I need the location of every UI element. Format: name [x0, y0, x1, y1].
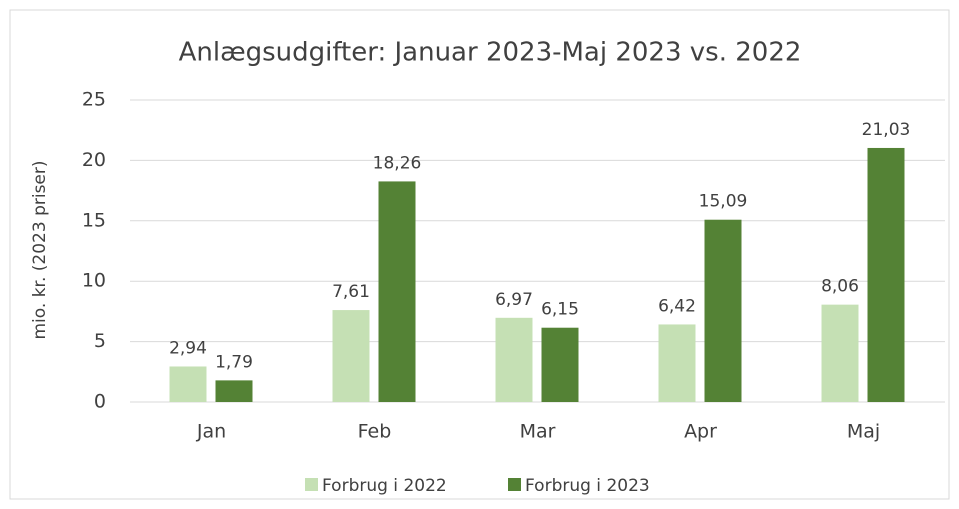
- value-label: 6,42: [658, 296, 696, 316]
- legend-label: Forbrug i 2023: [525, 476, 650, 496]
- value-label: 1,79: [215, 352, 253, 372]
- x-tick-label: Jan: [196, 421, 226, 443]
- value-label: 6,15: [541, 300, 579, 320]
- legend-label: Forbrug i 2022: [322, 476, 447, 496]
- legend-swatch: [305, 478, 318, 491]
- y-tick-label: 15: [82, 209, 106, 231]
- y-tick-label: 5: [94, 330, 106, 352]
- bar: [169, 366, 207, 402]
- x-tick-label: Mar: [520, 421, 556, 443]
- value-label: 18,26: [373, 153, 422, 173]
- bar: [541, 327, 579, 402]
- y-tick-label: 20: [82, 149, 106, 171]
- bar: [495, 317, 533, 402]
- bar: [658, 324, 696, 402]
- bar: [332, 310, 370, 402]
- bar: [378, 181, 416, 402]
- x-tick-label: Apr: [684, 421, 717, 443]
- bar: [821, 304, 859, 402]
- x-tick-label: Feb: [358, 421, 392, 443]
- chart-frame: [9, 9, 950, 500]
- x-tick-label: Maj: [847, 421, 880, 443]
- legend-swatch: [508, 478, 521, 491]
- bar: [215, 380, 253, 402]
- value-label: 8,06: [821, 277, 859, 297]
- y-axis-label: mio. kr. (2023 priser): [30, 160, 50, 339]
- y-tick-label: 25: [82, 89, 106, 111]
- bar: [867, 147, 905, 402]
- y-tick-label: 0: [94, 391, 106, 413]
- value-label: 15,09: [699, 192, 748, 212]
- value-label: 21,03: [862, 120, 911, 140]
- value-label: 6,97: [495, 290, 533, 310]
- y-tick-label: 10: [82, 270, 106, 292]
- value-label: 7,61: [332, 282, 370, 302]
- chart-title: Anlægsudgifter: Januar 2023-Maj 2023 vs.…: [179, 38, 802, 68]
- value-label: 2,94: [169, 338, 207, 358]
- bar: [704, 219, 742, 402]
